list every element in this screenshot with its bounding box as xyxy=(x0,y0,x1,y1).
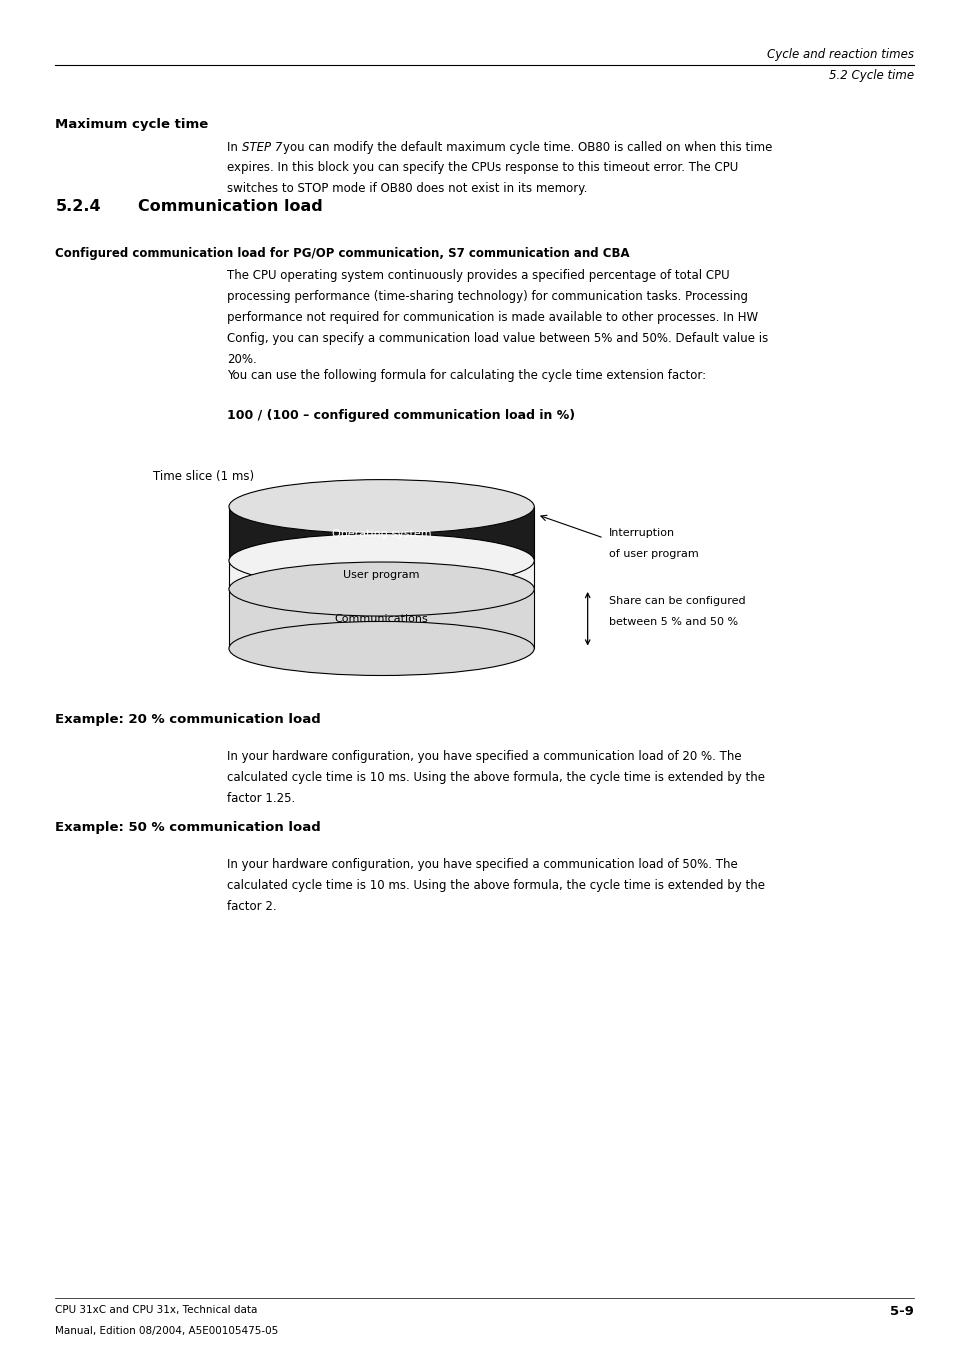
Bar xyxy=(229,507,534,648)
Text: Operating system: Operating system xyxy=(332,528,431,539)
Text: In your hardware configuration, you have specified a communication load of 20 %.: In your hardware configuration, you have… xyxy=(227,750,740,763)
Ellipse shape xyxy=(229,534,534,588)
Text: Share can be configured: Share can be configured xyxy=(608,596,744,605)
Ellipse shape xyxy=(229,562,534,616)
Text: processing performance (time-sharing technology) for communication tasks. Proces: processing performance (time-sharing tec… xyxy=(227,289,747,303)
Text: between 5 % and 50 %: between 5 % and 50 % xyxy=(608,616,737,627)
Text: 20%.: 20%. xyxy=(227,353,256,366)
Ellipse shape xyxy=(229,534,534,588)
Text: Maximum cycle time: Maximum cycle time xyxy=(55,118,209,131)
Text: Interruption: Interruption xyxy=(608,527,674,538)
Text: 5.2.4: 5.2.4 xyxy=(55,199,101,213)
Text: CPU 31xC and CPU 31x, Technical data: CPU 31xC and CPU 31x, Technical data xyxy=(55,1305,257,1315)
Text: 5-9: 5-9 xyxy=(889,1305,913,1319)
Text: calculated cycle time is 10 ms. Using the above formula, the cycle time is exten: calculated cycle time is 10 ms. Using th… xyxy=(227,771,764,784)
Text: Communication load: Communication load xyxy=(138,199,323,213)
Text: factor 2.: factor 2. xyxy=(227,900,276,913)
Text: expires. In this block you can specify the CPUs response to this timeout error. : expires. In this block you can specify t… xyxy=(227,161,738,174)
Text: factor 1.25.: factor 1.25. xyxy=(227,792,295,805)
Text: Cycle and reaction times: Cycle and reaction times xyxy=(766,47,913,61)
Text: You can use the following formula for calculating the cycle time extension facto: You can use the following formula for ca… xyxy=(227,369,705,382)
Ellipse shape xyxy=(229,480,534,534)
Ellipse shape xyxy=(229,621,534,676)
Text: switches to STOP mode if OB80 does not exist in its memory.: switches to STOP mode if OB80 does not e… xyxy=(227,182,587,196)
Text: 100 / (100 – configured communication load in %): 100 / (100 – configured communication lo… xyxy=(227,409,575,423)
Text: 5.2 Cycle time: 5.2 Cycle time xyxy=(828,69,913,82)
Text: In: In xyxy=(227,141,241,154)
Text: User program: User program xyxy=(343,570,419,580)
Bar xyxy=(229,507,534,561)
Text: of user program: of user program xyxy=(608,549,698,558)
Text: Communications: Communications xyxy=(335,613,428,624)
Ellipse shape xyxy=(229,480,534,534)
Text: Example: 20 % communication load: Example: 20 % communication load xyxy=(55,713,321,727)
Ellipse shape xyxy=(229,562,534,616)
Text: Config, you can specify a communication load value between 5% and 50%. Default v: Config, you can specify a communication … xyxy=(227,331,767,345)
Text: Manual, Edition 08/2004, A5E00105475-05: Manual, Edition 08/2004, A5E00105475-05 xyxy=(55,1327,278,1336)
Ellipse shape xyxy=(229,621,534,676)
Text: The CPU operating system continuously provides a specified percentage of total C: The CPU operating system continuously pr… xyxy=(227,269,729,282)
Text: performance not required for communication is made available to other processes.: performance not required for communicati… xyxy=(227,311,758,324)
Bar xyxy=(229,589,534,648)
Text: Example: 50 % communication load: Example: 50 % communication load xyxy=(55,821,321,835)
Text: calculated cycle time is 10 ms. Using the above formula, the cycle time is exten: calculated cycle time is 10 ms. Using th… xyxy=(227,880,764,892)
Text: Time slice (1 ms): Time slice (1 ms) xyxy=(152,470,253,484)
Text: you can modify the default maximum cycle time. OB80 is called on when this time: you can modify the default maximum cycle… xyxy=(283,141,772,154)
Text: In your hardware configuration, you have specified a communication load of 50%. : In your hardware configuration, you have… xyxy=(227,858,737,871)
Text: STEP 7: STEP 7 xyxy=(242,141,282,154)
Text: Configured communication load for PG/OP communication, S7 communication and CBA: Configured communication load for PG/OP … xyxy=(55,247,629,261)
